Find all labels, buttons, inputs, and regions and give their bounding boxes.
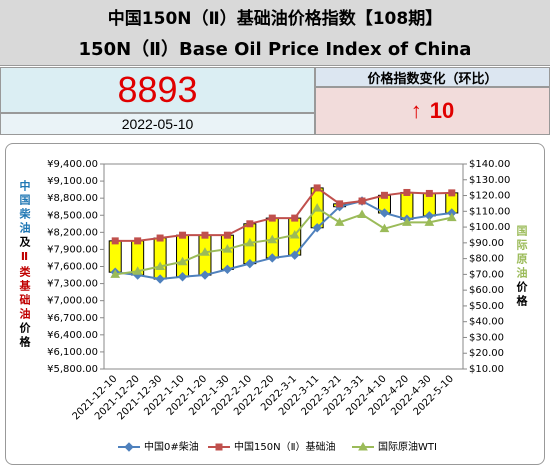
- change: ↑ 10: [315, 87, 550, 135]
- point: [267, 253, 277, 263]
- change-label: 价格指数变化（环比）: [315, 67, 550, 87]
- point: [132, 266, 143, 275]
- point: [245, 258, 255, 269]
- header: 中国150N（Ⅱ）基础油价格指数【108期】 150N（Ⅱ）Base Oil P…: [0, 0, 550, 66]
- axis-label-part: 及: [18, 236, 31, 250]
- legend-marker: [124, 442, 134, 452]
- y-tick-label: ¥7,600.00: [47, 262, 98, 273]
- y-tick-label: ¥6,700.00: [47, 313, 98, 324]
- point: [403, 188, 411, 196]
- index-date: 2022-05-10: [0, 113, 315, 135]
- change-value: 10: [429, 98, 455, 123]
- point: [179, 231, 187, 239]
- y2-tick-label: $20.00: [469, 348, 504, 359]
- y-tick-label: ¥9,400.00: [47, 159, 98, 170]
- legend-marker: [358, 441, 368, 451]
- point: [402, 217, 412, 226]
- y2-tick-label: $80.00: [469, 254, 504, 265]
- index-value: 8893: [0, 67, 315, 113]
- y-tick-label: ¥7,900.00: [47, 244, 98, 255]
- y-axis-label: 中国柴油及Ⅱ类基础油价格: [18, 180, 31, 350]
- title-cn: 中国150N（Ⅱ）基础油价格指数【108期】: [107, 9, 443, 29]
- point: [448, 189, 456, 197]
- y2-tick-label: $60.00: [469, 285, 504, 296]
- point: [334, 217, 345, 226]
- point: [155, 261, 165, 270]
- point: [291, 214, 299, 222]
- point: [446, 212, 457, 222]
- point: [313, 184, 321, 192]
- point: [312, 203, 323, 212]
- y-tick-label: ¥7,000.00: [47, 296, 98, 307]
- point: [246, 220, 254, 228]
- y2-axis-label: 国际原油价格: [515, 225, 528, 309]
- y-tick-label: ¥8,500.00: [47, 210, 98, 221]
- point: [156, 234, 164, 242]
- y2-tick-label: $120.00: [469, 191, 510, 202]
- point: [379, 223, 390, 233]
- point: [244, 237, 255, 247]
- point: [425, 189, 433, 197]
- y-tick-label: ¥7,300.00: [47, 279, 98, 290]
- y2-tick-label: $140.00: [469, 159, 510, 170]
- point: [289, 229, 300, 239]
- y-tick-label: ¥6,400.00: [47, 330, 98, 341]
- price-box: [176, 234, 190, 278]
- y-tick-label: ¥8,200.00: [47, 227, 98, 238]
- title-en: 150N（Ⅱ）Base Oil Price Index of China: [78, 39, 472, 60]
- point: [336, 200, 344, 208]
- point: [290, 250, 300, 260]
- point: [424, 217, 435, 226]
- y2-tick-label: $50.00: [469, 301, 504, 312]
- point: [222, 244, 233, 253]
- price-box: [153, 237, 167, 280]
- axis-label-part: Ⅱ类基础油: [18, 250, 31, 322]
- y2-tick-label: $40.00: [469, 317, 504, 328]
- point: [111, 237, 119, 245]
- point: [357, 209, 367, 218]
- series-line: [115, 206, 452, 276]
- axis-label-part: 价格: [18, 322, 31, 350]
- y2-tick-label: $10.00: [469, 364, 504, 375]
- point: [222, 264, 233, 275]
- chart: ¥5,800.00 ¥6,100.00 ¥6,400.00 ¥6,700.00 ¥7,0…: [47, 159, 510, 453]
- y-tick-label: ¥6,100.00: [47, 347, 98, 358]
- legend-label: 国际原油WTI: [378, 440, 437, 453]
- chart-frame: [5, 143, 545, 465]
- point: [312, 223, 322, 233]
- point: [177, 256, 188, 266]
- y2-tick-label: $70.00: [469, 269, 504, 280]
- point: [267, 234, 278, 244]
- legend-label: 中国0#柴油: [144, 440, 199, 453]
- point: [379, 208, 390, 218]
- y2-tick-label: $90.00: [469, 238, 504, 249]
- axis-label-part: 中国柴油: [18, 180, 31, 236]
- point: [223, 231, 231, 239]
- point: [177, 272, 188, 282]
- series-line: [115, 186, 452, 242]
- legend-label: 中国150N（Ⅱ）基础油: [234, 440, 336, 453]
- point: [380, 191, 388, 199]
- change-arrow: ↑: [410, 98, 422, 123]
- point: [358, 197, 366, 205]
- y2-tick-label: $110.00: [469, 206, 510, 217]
- axis-label-part: 价格: [515, 281, 528, 309]
- point: [200, 247, 210, 256]
- point: [201, 231, 209, 239]
- legend-marker: [215, 443, 223, 451]
- point: [200, 270, 210, 280]
- series-line: [115, 199, 452, 281]
- point: [110, 269, 121, 278]
- point: [268, 214, 276, 222]
- y2-tick-label: $100.00: [469, 222, 510, 233]
- point: [134, 237, 142, 245]
- axis-label-part: 国际原油: [515, 225, 528, 281]
- y2-tick-label: $130.00: [469, 175, 510, 186]
- y2-tick-label: $30.00: [469, 332, 504, 343]
- y-tick-label: ¥5,800.00: [47, 364, 98, 375]
- point: [155, 274, 165, 284]
- y-tick-label: ¥8,800.00: [47, 193, 98, 204]
- y-tick-label: ¥9,100.00: [47, 176, 98, 187]
